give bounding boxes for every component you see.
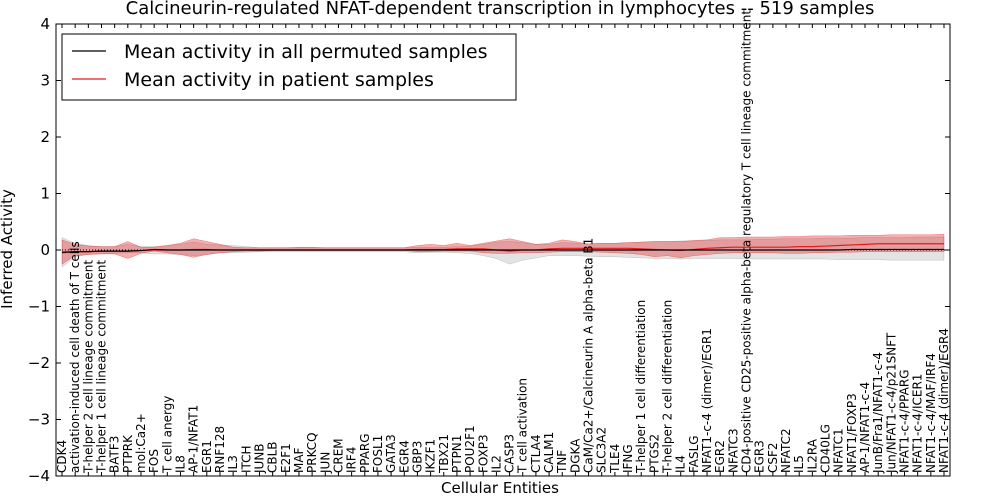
category-label: AP-1/NFAT1-c-4 — [858, 382, 872, 473]
y-tick-label: −4 — [28, 467, 50, 485]
category-label: PTPRK — [121, 434, 135, 473]
category-label: TLE4 — [608, 444, 622, 474]
category-label: ITCH — [239, 445, 253, 473]
category-label: DGKA — [568, 438, 582, 473]
category-label: NFAT1/FOXP3 — [845, 393, 859, 473]
category-labels: CDK4 activation-induced cell death of T c… — [55, 10, 951, 474]
category-label: BATF3 — [108, 436, 122, 473]
y-tick-label: −3 — [28, 411, 50, 429]
x-axis-ticks — [61, 24, 945, 476]
category-label: EGR4 — [397, 440, 411, 473]
category-label: CREM — [331, 438, 345, 473]
category-label: IRF4 — [345, 447, 359, 473]
category-label: IL8 — [173, 455, 187, 473]
category-label: PPARG — [358, 433, 372, 473]
category-label: NFAT1-c-4/PPARG — [898, 369, 912, 473]
category-label: JUN — [318, 452, 332, 474]
category-label: T-helper 2 cell lineage commitment — [81, 260, 95, 474]
series-lines — [61, 243, 944, 254]
category-label: CTLA4 — [529, 434, 543, 473]
category-label: IL5 — [792, 455, 806, 473]
category-label: mol:Ca2+ — [134, 413, 148, 473]
category-label: CASP3 — [503, 434, 517, 473]
category-label: NFAT1-c-4/MAF/IRF4 — [924, 353, 938, 473]
category-label: TNF — [555, 450, 569, 474]
legend-entry: Mean activity in patient samples — [124, 69, 434, 91]
category-label: MAF — [292, 447, 306, 473]
category-label: FASLG — [687, 435, 701, 473]
category-label: PTGS2 — [647, 434, 661, 473]
category-label: CD4-positive CD25-positive alpha-beta re… — [740, 10, 754, 473]
legend-box — [61, 33, 517, 101]
category-label: E2F1 — [279, 443, 293, 473]
category-label: T-helper 1 cell lineage commitment — [94, 260, 108, 474]
category-label: IL4 — [674, 455, 688, 473]
y-tick-label: 4 — [40, 15, 50, 33]
y-tick-label: 3 — [40, 72, 50, 90]
x-axis-label: Cellular Entities — [441, 479, 559, 497]
category-label: GBP3 — [410, 441, 424, 473]
y-tick-label: −2 — [28, 354, 50, 372]
legend-entry: Mean activity in all permuted samples — [124, 41, 487, 63]
category-label: IL2RA — [805, 438, 819, 473]
category-label: IL3 — [226, 455, 240, 473]
category-label: PRKCQ — [305, 432, 319, 473]
category-label: CDK4 — [55, 440, 69, 473]
category-label: NFATC1 — [832, 428, 846, 473]
category-label: RNF128 — [213, 426, 227, 473]
category-label: T cell activation — [516, 378, 530, 474]
y-tick-label: 0 — [40, 241, 50, 259]
y-tick-label: −1 — [28, 298, 50, 316]
category-label: EGR2 — [713, 440, 727, 473]
category-label: IL2 — [489, 455, 503, 473]
category-label: FOS — [147, 449, 161, 473]
category-label: CALM1 — [542, 432, 556, 473]
category-label: FOSL1 — [371, 435, 385, 473]
category-label: JunB/Fra1/NFAT1-c-4 — [871, 352, 885, 474]
y-tick-label: 2 — [40, 128, 50, 146]
category-label: activation-induced cell death of T cells — [68, 241, 82, 473]
category-label: Jun/NFAT1-c-4/p21SNFT — [884, 332, 898, 474]
category-label: FOXP3 — [476, 434, 490, 473]
series-line-permuted — [61, 248, 944, 253]
category-label: NFAT1-c-4 (dimer)/EGR4 — [937, 328, 951, 473]
category-label: T-helper 2 cell differentiation — [661, 300, 675, 474]
category-label: AP-1/NFAT1 — [187, 405, 201, 473]
y-tick-label: 1 — [40, 185, 50, 203]
category-label: JUNB — [252, 443, 266, 474]
category-label: PTPN1 — [450, 435, 464, 473]
y-axis-label: Inferred Activity — [0, 189, 16, 309]
category-label: CSF2 — [766, 442, 780, 473]
category-label: T cell anergy — [160, 396, 174, 474]
category-label: NFAT1-c-4/ICER1 — [911, 374, 925, 473]
category-label: NFATC3 — [726, 428, 740, 473]
category-label: SLC3A2 — [595, 427, 609, 473]
category-label: NFATC2 — [779, 428, 793, 473]
category-label: GATA3 — [384, 434, 398, 473]
category-label: TBX21 — [437, 434, 451, 474]
category-label: IKZF1 — [424, 439, 438, 473]
category-label: CBLB — [266, 441, 280, 473]
chart-title: Calcineurin-regulated NFAT-dependent tra… — [126, 0, 875, 19]
category-label: T-helper 1 cell differentiation — [634, 300, 648, 474]
category-label: CaM/Ca2+/Calcineurin A alpha-beta B1 — [582, 238, 596, 473]
plot-frame — [55, 23, 951, 477]
category-label: CD40LG — [819, 424, 833, 473]
category-label: EGR3 — [753, 440, 767, 473]
category-label: NFAT1-c-4 (dimer)/EGR1 — [700, 328, 714, 473]
category-label: POU2F1 — [463, 425, 477, 473]
category-label: EGR1 — [200, 440, 214, 473]
legend: Mean activity in all permuted samples Mea… — [61, 33, 517, 101]
category-label: IFNG — [621, 444, 635, 473]
